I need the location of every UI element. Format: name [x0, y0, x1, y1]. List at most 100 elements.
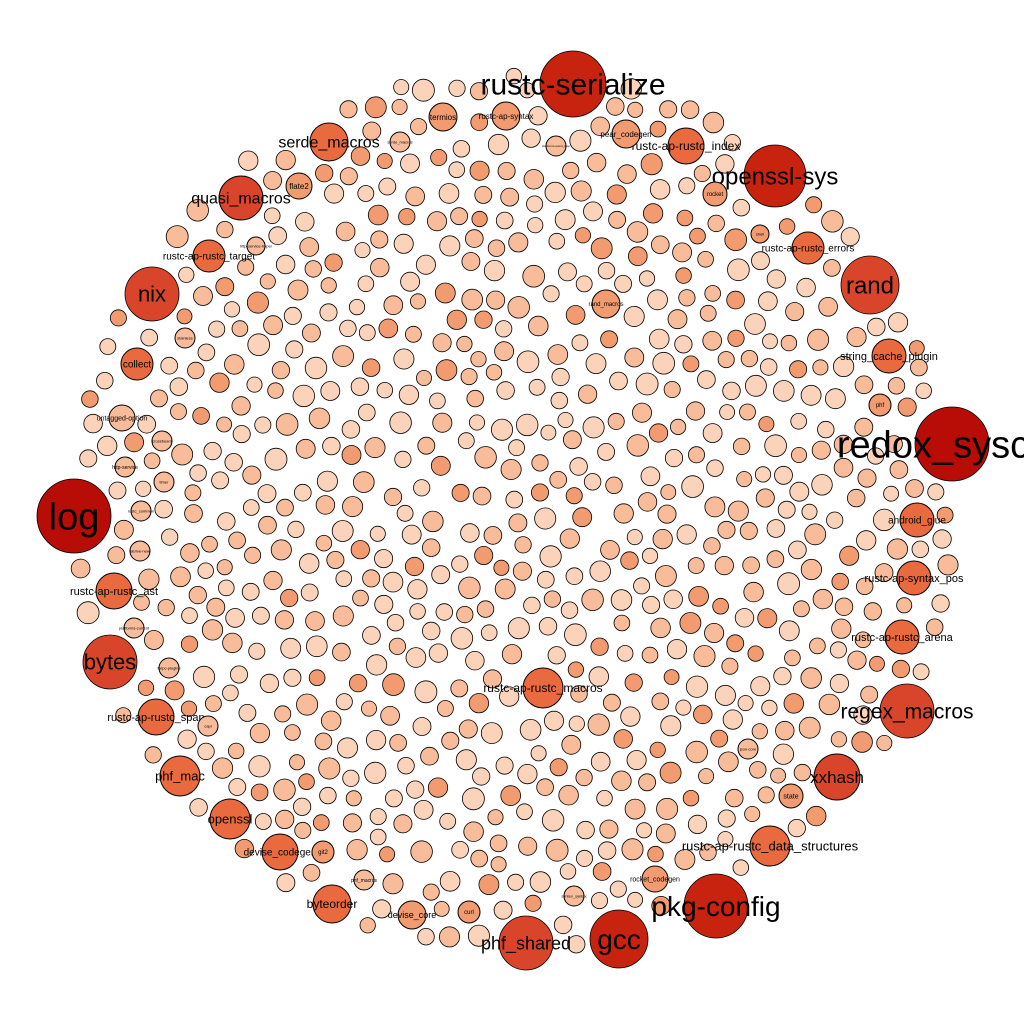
small-node	[393, 233, 414, 254]
small-node	[818, 693, 841, 716]
small-node	[296, 693, 319, 716]
node-circle	[120, 347, 154, 381]
small-node	[874, 563, 894, 582]
small-node	[805, 196, 823, 214]
small-node	[386, 614, 405, 632]
small-node	[676, 524, 697, 545]
small-node	[414, 680, 438, 704]
small-node	[439, 812, 457, 830]
node-label: rustc_common	[128, 508, 154, 513]
small-node	[372, 899, 392, 919]
small-node	[523, 596, 541, 615]
small-node	[574, 227, 592, 244]
node-label: pear_codegen	[600, 130, 651, 139]
small-node	[232, 425, 251, 444]
small-node	[246, 376, 263, 393]
small-node	[231, 320, 249, 337]
small-node	[350, 146, 371, 166]
unlabeled-node-layer	[70, 67, 959, 954]
node-label: pkg-config	[651, 891, 780, 922]
small-node	[744, 313, 766, 335]
small-node	[505, 490, 524, 509]
node-label: git2	[318, 850, 328, 856]
small-node	[341, 420, 361, 439]
node-label: untagged-option	[97, 415, 148, 422]
small-node	[348, 674, 368, 693]
node-phf-macros: phf_macros	[351, 869, 378, 891]
small-node	[656, 797, 679, 820]
small-node	[487, 133, 510, 156]
small-node	[512, 561, 532, 581]
node-openssl: openssl	[208, 798, 253, 840]
small-node	[570, 180, 592, 202]
small-node	[565, 305, 586, 325]
small-node	[295, 212, 315, 232]
node-circle	[641, 865, 669, 893]
small-node	[470, 849, 489, 868]
node-label: openssl	[208, 812, 253, 827]
small-node	[490, 418, 513, 441]
small-node	[478, 874, 500, 895]
small-node	[361, 358, 381, 377]
small-node	[736, 471, 753, 488]
small-node	[789, 360, 808, 379]
small-node	[873, 508, 896, 532]
small-node	[275, 150, 296, 171]
small-node	[565, 567, 584, 585]
small-node	[287, 279, 309, 301]
small-node	[501, 644, 523, 665]
small-node	[597, 262, 616, 280]
small-node	[225, 608, 245, 628]
small-node	[188, 585, 207, 605]
small-node	[486, 290, 506, 310]
node-rustc-common: rustc_common	[128, 500, 154, 522]
small-node	[468, 414, 485, 431]
small-node	[342, 769, 360, 787]
small-node	[346, 839, 368, 861]
small-node	[384, 789, 403, 808]
small-node	[704, 623, 725, 644]
small-node	[204, 695, 222, 712]
small-node	[450, 679, 469, 698]
small-node	[250, 783, 269, 802]
small-node	[530, 745, 547, 762]
small-node	[285, 340, 304, 359]
small-node	[430, 455, 451, 476]
small-node	[565, 487, 583, 505]
small-node	[413, 800, 434, 820]
small-node	[393, 814, 413, 834]
small-node	[308, 407, 331, 430]
node-circle	[153, 471, 175, 493]
small-node	[154, 500, 173, 519]
small-node	[461, 252, 481, 271]
node-circle	[428, 102, 458, 132]
small-node	[411, 78, 435, 102]
small-node	[863, 602, 882, 621]
small-node	[926, 618, 944, 636]
small-node	[410, 840, 433, 863]
small-node	[603, 693, 621, 712]
node-byteorder: byteorder	[307, 884, 357, 924]
small-node	[248, 755, 271, 778]
small-node	[177, 729, 197, 749]
small-node	[470, 113, 489, 131]
node-flate2: flate2	[285, 172, 313, 200]
small-node	[846, 327, 867, 348]
node-circle	[246, 236, 266, 256]
small-node	[891, 659, 911, 679]
small-node	[766, 519, 786, 538]
small-node	[367, 204, 389, 226]
small-node	[651, 896, 671, 916]
small-node	[597, 442, 615, 461]
small-node	[318, 757, 341, 780]
small-node	[332, 642, 351, 662]
small-node	[620, 78, 642, 100]
node-circle	[108, 404, 136, 432]
small-node	[354, 242, 371, 259]
small-node	[493, 559, 510, 576]
small-node	[606, 184, 627, 205]
node-label: serde_macros	[278, 135, 379, 152]
small-node	[469, 82, 488, 101]
small-node	[215, 277, 235, 297]
small-node	[480, 624, 498, 641]
